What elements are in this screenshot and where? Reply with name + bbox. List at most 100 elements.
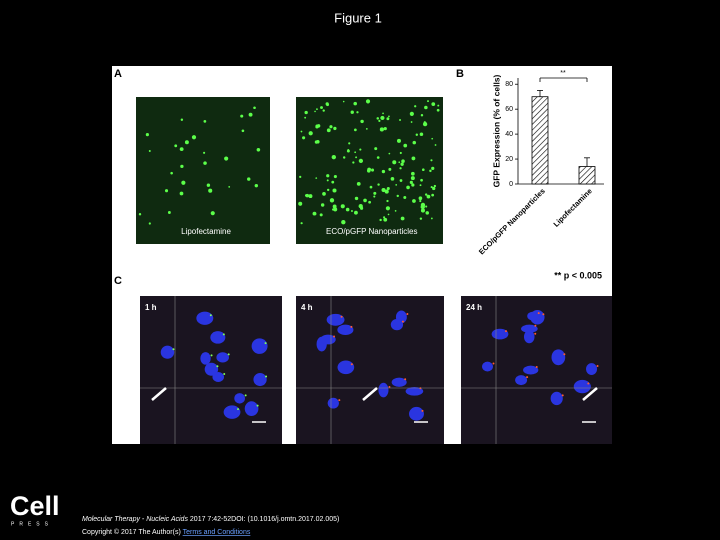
cell-dot: [331, 154, 337, 160]
cell-dot: [325, 102, 329, 106]
citation-detail: 2017 7:42-52DOI: (10.1016/j.omtn.2017.02…: [190, 516, 339, 523]
cell-dot: [415, 133, 419, 136]
vesicle: [237, 408, 240, 411]
cell-dot: [399, 167, 402, 170]
y-tick-label: 20: [505, 156, 513, 163]
cell-dot: [164, 189, 169, 193]
vesicle: [421, 409, 424, 412]
cell-dot: [148, 150, 151, 153]
cell-dot: [298, 201, 303, 206]
cell-dot: [302, 136, 306, 140]
vesicle: [563, 353, 566, 356]
panel-label: C: [114, 275, 122, 287]
cell-dot: [412, 140, 417, 145]
micrograph: [136, 97, 270, 244]
cell-dot: [394, 209, 397, 212]
bar: [531, 96, 549, 185]
cell-dot: [148, 222, 151, 225]
cell-dot: [376, 117, 380, 120]
cell-dot: [299, 175, 302, 178]
nucleus: [586, 363, 598, 375]
cell-dot: [431, 137, 434, 140]
cell-dot: [431, 102, 436, 106]
nucleus: [391, 377, 407, 387]
nucleus: [523, 365, 539, 375]
nucleus: [551, 349, 566, 366]
nucleus: [390, 318, 404, 331]
cell-dot: [396, 194, 399, 198]
cell-dot: [396, 138, 401, 143]
cell-dot: [373, 195, 376, 198]
cell-dot: [420, 178, 423, 182]
nucleus: [210, 331, 226, 344]
cell-dot: [387, 213, 390, 216]
cell-dot: [373, 191, 377, 195]
cell-dot: [406, 185, 410, 190]
cell-dot: [430, 159, 433, 162]
cell-dot: [369, 185, 373, 189]
cell-dot: [419, 199, 422, 203]
cell-dot: [381, 187, 386, 193]
logo-text: Cell: [10, 491, 60, 521]
vesicle: [172, 348, 175, 351]
cell-dot: [341, 220, 346, 225]
cell-dot: [425, 211, 430, 215]
cell-dot: [208, 188, 213, 193]
cell-dot: [371, 168, 375, 172]
y-tick-label: 80: [505, 81, 513, 88]
copyright-text: Copyright © 2017 The Author(s): [82, 528, 181, 536]
arrow: [151, 387, 167, 401]
cell-dot: [400, 162, 404, 166]
y-axis-label: GFP Expression (% of cells): [491, 74, 501, 187]
cell-dot: [414, 105, 417, 108]
cell-dot: [380, 115, 385, 121]
cell-dot: [418, 196, 423, 201]
cell-dot: [179, 147, 184, 152]
cell-dot: [355, 156, 358, 159]
cell-dot: [174, 144, 178, 148]
nucleus: [196, 311, 214, 325]
cell-dot: [383, 127, 387, 131]
cell-dot: [398, 161, 401, 164]
cell-dot: [353, 101, 357, 106]
y-tick-label: 0: [509, 181, 513, 188]
vesicle: [419, 387, 422, 390]
cell-dot: [300, 130, 303, 133]
citation: Molecular Therapy - Nucleic Acids 2017 7…: [82, 516, 339, 523]
image-caption: ECO/pGFP Nanoparticles: [326, 227, 417, 236]
cell-dot: [316, 108, 318, 111]
image-caption: Lipofectamine: [181, 227, 231, 236]
cell-dot: [426, 194, 431, 199]
cell-dot: [419, 217, 423, 220]
vesicle: [561, 394, 564, 397]
cell-dot: [409, 180, 413, 185]
cell-dot: [308, 194, 313, 199]
cell-dot: [180, 164, 184, 169]
cell-dot: [256, 148, 261, 152]
cell-dot: [356, 111, 359, 114]
cell-dot: [368, 200, 372, 204]
cell-dot: [432, 186, 436, 191]
vesicle: [333, 335, 336, 338]
cell-dot: [385, 206, 390, 211]
cell-dot: [427, 100, 429, 103]
note: ** p < 0.005: [554, 270, 602, 280]
nucleus: [409, 406, 424, 421]
nucleus: [253, 373, 267, 387]
cell-dot: [431, 166, 435, 171]
arrow: [362, 387, 378, 401]
cell-dot: [240, 114, 244, 118]
cell-dot: [340, 204, 345, 209]
vesicle: [227, 353, 230, 356]
cell-dot: [300, 222, 303, 225]
cell-dot: [184, 140, 189, 145]
cell-dot: [420, 208, 425, 213]
cell-dot: [332, 204, 337, 209]
terms-link[interactable]: Terms and Conditions: [183, 529, 251, 536]
nucleus: [234, 393, 245, 404]
cell-dot: [382, 112, 384, 115]
cell-dot: [253, 106, 256, 110]
cell-dot: [410, 176, 415, 181]
vesicle: [210, 354, 213, 357]
nucleus: [337, 360, 355, 375]
